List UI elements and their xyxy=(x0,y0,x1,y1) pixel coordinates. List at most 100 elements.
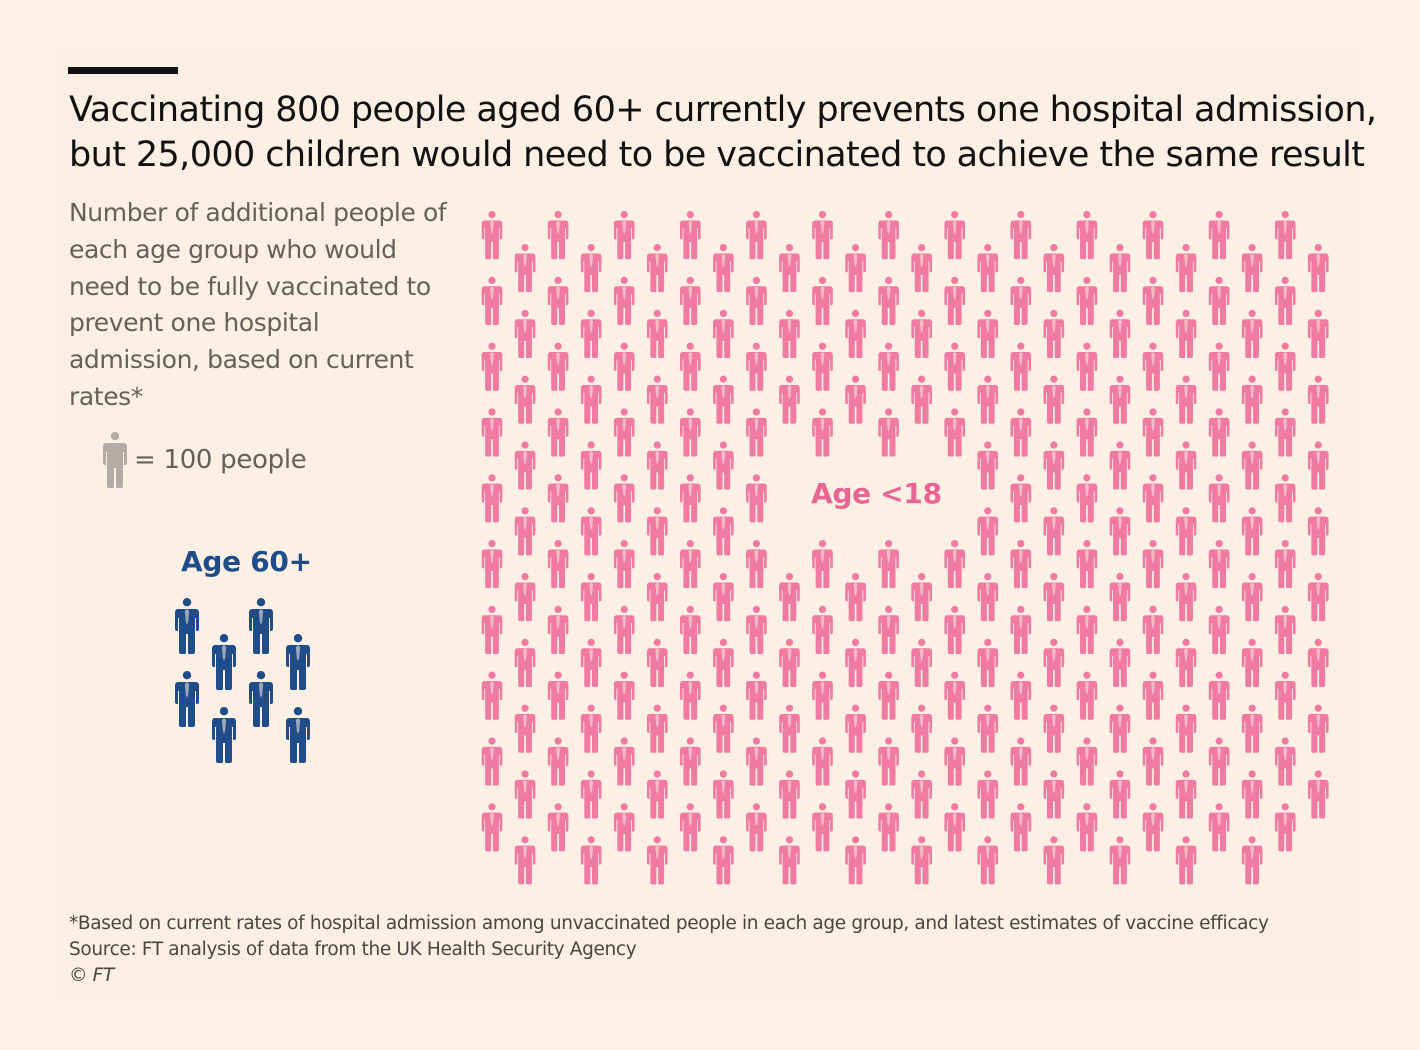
person-icon-age-18 xyxy=(514,836,536,885)
footnote: *Based on current rates of hospital admi… xyxy=(69,911,1269,989)
person-icon-age-18 xyxy=(746,342,767,391)
person-icon-age-18 xyxy=(713,704,734,753)
person-icon-age-18 xyxy=(977,573,999,622)
person-icon-age-18 xyxy=(1109,507,1131,556)
person-icon-age-18 xyxy=(1208,737,1230,786)
person-icon-age-18 xyxy=(713,638,734,687)
person-icon-age-18 xyxy=(1307,441,1329,490)
person-icon-age-18 xyxy=(1274,540,1296,589)
person-icon-age-18 xyxy=(977,638,999,687)
person-icon-age-18 xyxy=(878,605,899,654)
person-icon-age-18 xyxy=(514,573,536,622)
person-icon-age-18 xyxy=(1076,737,1098,786)
person-icon-age-18 xyxy=(547,671,569,720)
person-icon-age-18 xyxy=(1109,573,1131,622)
person-icon-age-18 xyxy=(845,573,866,622)
person-icon-age-18 xyxy=(1043,573,1065,622)
person-icon-age-18 xyxy=(547,803,569,852)
person-icon-age-18 xyxy=(613,342,635,391)
person-icon-age-18 xyxy=(1274,408,1296,457)
person-icon-age-18 xyxy=(944,605,966,654)
person-icon-age-18 xyxy=(1142,803,1164,852)
person-icon-age-18 xyxy=(878,408,899,457)
person-icon-age-18 xyxy=(580,375,602,424)
person-icon-age-18 xyxy=(1076,671,1098,720)
person-icon-age-60 xyxy=(175,671,199,727)
person-icon-age-18 xyxy=(779,770,800,819)
person-icon-age-18 xyxy=(1241,704,1263,753)
person-icon-age-18 xyxy=(481,605,503,654)
person-icon-age-18 xyxy=(713,507,734,556)
person-icon-age-18 xyxy=(1175,309,1197,358)
person-icon-age-60 xyxy=(212,707,236,763)
person-icon-age-18 xyxy=(580,770,602,819)
person-icon-age-18 xyxy=(1076,342,1098,391)
person-icon-age-18 xyxy=(1307,704,1329,753)
person-icon-age-18 xyxy=(1043,638,1065,687)
person-icon-age-18 xyxy=(1142,671,1164,720)
chart-subtitle: Number of additional people of each age … xyxy=(69,198,447,411)
person-icon-age-18 xyxy=(481,342,503,391)
person-icon-age-18 xyxy=(746,803,767,852)
top-rule xyxy=(68,67,178,74)
person-icon-age-18 xyxy=(1142,605,1164,654)
person-icon-age-18 xyxy=(779,836,800,885)
person-icon-age-18 xyxy=(1043,704,1065,753)
person-icon-age-18 xyxy=(1307,638,1329,687)
person-icon-age-18 xyxy=(1307,573,1329,622)
person-icon-age-18 xyxy=(713,441,734,490)
person-icon-age-18 xyxy=(646,638,668,687)
person-icon-age-18 xyxy=(746,474,767,523)
person-icon-age-18 xyxy=(1307,375,1329,424)
person-icon-age-18 xyxy=(481,671,503,720)
chart-panel xyxy=(60,55,1360,995)
person-icon-age-18 xyxy=(1076,276,1098,325)
person-icon-age-60 xyxy=(286,634,310,690)
person-icon-age-18 xyxy=(1241,770,1263,819)
person-icon-age-18 xyxy=(812,803,833,852)
person-icon-age-18 xyxy=(845,770,866,819)
person-icon-age-18 xyxy=(580,836,602,885)
person-icon-age-18 xyxy=(1175,704,1197,753)
person-icon-age-18 xyxy=(911,770,932,819)
person-icon-age-18 xyxy=(977,375,999,424)
person-icon-age-18 xyxy=(977,770,999,819)
person-icon-age-18 xyxy=(1274,211,1296,260)
person-icon-age-18 xyxy=(944,540,966,589)
person-icon-age-18 xyxy=(1109,836,1131,885)
person-icon-age-18 xyxy=(514,244,536,293)
person-icon-age-18 xyxy=(713,244,734,293)
person-icon-age-18 xyxy=(1142,211,1164,260)
person-icon-age-60 xyxy=(175,598,199,654)
person-icon-age-18 xyxy=(1043,770,1065,819)
person-icon-age-18 xyxy=(1010,342,1032,391)
person-icon-age-18 xyxy=(1010,211,1032,260)
person-icon-age-18 xyxy=(1241,638,1263,687)
person-icon-age-18 xyxy=(845,836,866,885)
person-icon-age-18 xyxy=(845,309,866,358)
person-icon-age-18 xyxy=(1208,474,1230,523)
footnote-note: *Based on current rates of hospital admi… xyxy=(69,913,1269,934)
person-icon-age-18 xyxy=(1274,803,1296,852)
person-icon-age-18 xyxy=(1109,375,1131,424)
person-icon-age-18 xyxy=(481,276,503,325)
person-icon-age-18 xyxy=(713,375,734,424)
person-icon-age-18 xyxy=(746,671,767,720)
person-icon-age-18 xyxy=(679,671,701,720)
person-icon-age-18 xyxy=(878,276,899,325)
person-icon-age-18 xyxy=(547,474,569,523)
person-icon-age-60 xyxy=(249,598,273,654)
person-icon-age-18 xyxy=(679,276,701,325)
person-icon-age-18 xyxy=(613,211,635,260)
person-icon-age-18 xyxy=(1010,408,1032,457)
person-icon-age-18 xyxy=(944,342,966,391)
person-icon-age-18 xyxy=(878,671,899,720)
person-icon-age-18 xyxy=(1109,441,1131,490)
person-icon-age-18 xyxy=(713,573,734,622)
person-icon-age-18 xyxy=(514,704,536,753)
footnote-source: Source: FT analysis of data from the UK … xyxy=(69,939,637,960)
person-icon-age-18 xyxy=(1043,507,1065,556)
person-icon-age-18 xyxy=(977,836,999,885)
person-icon-age-18 xyxy=(845,704,866,753)
person-icon-age-18 xyxy=(613,803,635,852)
